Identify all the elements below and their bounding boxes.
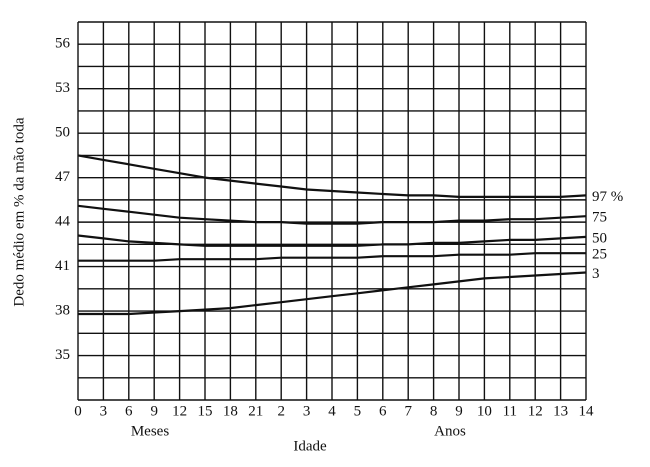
x-tick-label: 9 — [455, 403, 463, 419]
group-label: Meses — [131, 423, 169, 439]
y-axis-label: Dedo médio em % da mão toda — [11, 117, 27, 306]
x-tick-label: 21 — [248, 403, 263, 419]
group-label: Anos — [434, 423, 466, 439]
y-tick-label: 53 — [55, 80, 70, 96]
x-tick-label: 11 — [503, 403, 517, 419]
x-tick-label: 13 — [553, 403, 568, 419]
y-tick-label: 44 — [55, 214, 71, 230]
x-tick-label: 3 — [303, 403, 311, 419]
series-line — [77, 234, 587, 247]
y-tick-label: 56 — [55, 36, 71, 52]
series-label: 25 — [592, 247, 607, 263]
series-label: 3 — [592, 266, 600, 282]
y-tick-label: 38 — [55, 302, 70, 318]
series-label: 75 — [592, 210, 607, 226]
x-tick-label: 4 — [328, 403, 336, 419]
x-tick-label: 12 — [172, 403, 187, 419]
x-tick-label: 6 — [125, 403, 133, 419]
y-tick-label: 47 — [55, 169, 71, 185]
y-tick-label: 50 — [55, 125, 70, 141]
x-tick-label: 5 — [354, 403, 362, 419]
x-tick-label: 15 — [198, 403, 213, 419]
x-tick-label: 9 — [150, 403, 158, 419]
series-line — [78, 271, 587, 316]
x-tick-label: 12 — [528, 403, 543, 419]
x-tick-label: 10 — [477, 403, 492, 419]
series-line — [77, 204, 587, 225]
x-tick-label: 3 — [100, 403, 108, 419]
series-line — [77, 154, 587, 198]
x-axis-label: Idade — [293, 438, 327, 454]
x-tick-label: 18 — [223, 403, 238, 419]
y-tick-label: 35 — [55, 347, 70, 363]
series-line — [78, 252, 586, 262]
x-tick-label: 14 — [579, 403, 595, 419]
x-tick-label: 7 — [404, 403, 412, 419]
x-tick-label: 6 — [379, 403, 387, 419]
x-tick-label: 2 — [277, 403, 285, 419]
series-label: 50 — [592, 230, 607, 246]
x-tick-label: 0 — [74, 403, 82, 419]
series-label: 97 % — [592, 189, 623, 205]
x-tick-label: 8 — [430, 403, 438, 419]
y-tick-label: 41 — [55, 258, 70, 274]
